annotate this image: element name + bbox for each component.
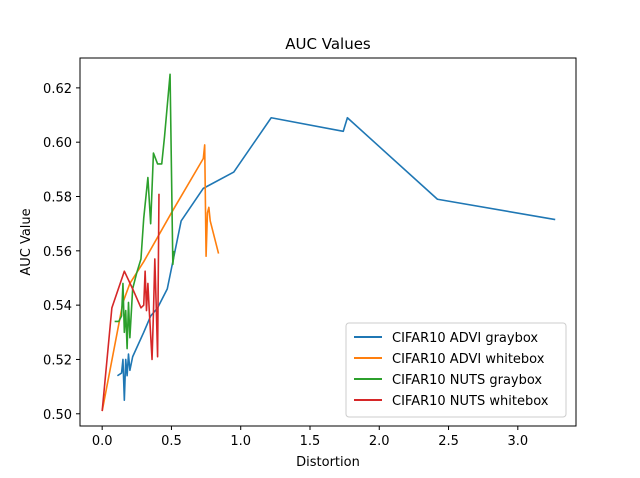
x-tick-label: 1.0 [230,434,251,449]
y-tick-label: 0.50 [43,408,72,423]
x-axis: 0.0 0.5 1.0 1.5 2.0 2.5 3.0 [92,426,528,449]
legend-label-1: CIFAR10 ADVI graybox [392,331,538,346]
legend-label-3: CIFAR10 NUTS graybox [392,373,542,388]
x-tick-label: 3.0 [507,434,528,449]
y-axis: 0.50 0.52 0.54 0.56 0.58 0.60 0.62 [43,82,80,423]
series-line-4 [101,193,160,412]
y-tick-label: 0.60 [43,136,72,151]
plot-area [101,73,556,412]
x-tick-label: 1.5 [300,434,321,449]
x-tick-label: 0.5 [161,434,182,449]
legend-label-2: CIFAR10 ADVI whitebox [392,352,545,367]
y-tick-label: 0.58 [43,191,72,206]
series-line-2 [101,144,220,412]
plot-frame [79,57,577,427]
series-line-1 [116,116,556,402]
y-axis-label: AUC Value [19,208,34,275]
x-axis-label: Distortion [296,455,360,470]
x-tick-label: 0.0 [92,434,113,449]
y-tick-label: 0.52 [43,353,72,368]
x-tick-label: 2.0 [369,434,390,449]
x-tick-label: 2.5 [438,434,459,449]
y-tick-label: 0.54 [43,299,72,314]
series-line-3 [114,73,176,350]
y-tick-label: 0.56 [43,245,72,260]
legend-label-4: CIFAR10 NUTS whitebox [392,394,549,409]
legend-box [345,322,567,418]
chart-title: AUC Values [285,35,371,53]
legend: CIFAR10 ADVI graybox CIFAR10 ADVI whitebo… [345,322,567,418]
y-tick-label: 0.62 [43,82,72,97]
